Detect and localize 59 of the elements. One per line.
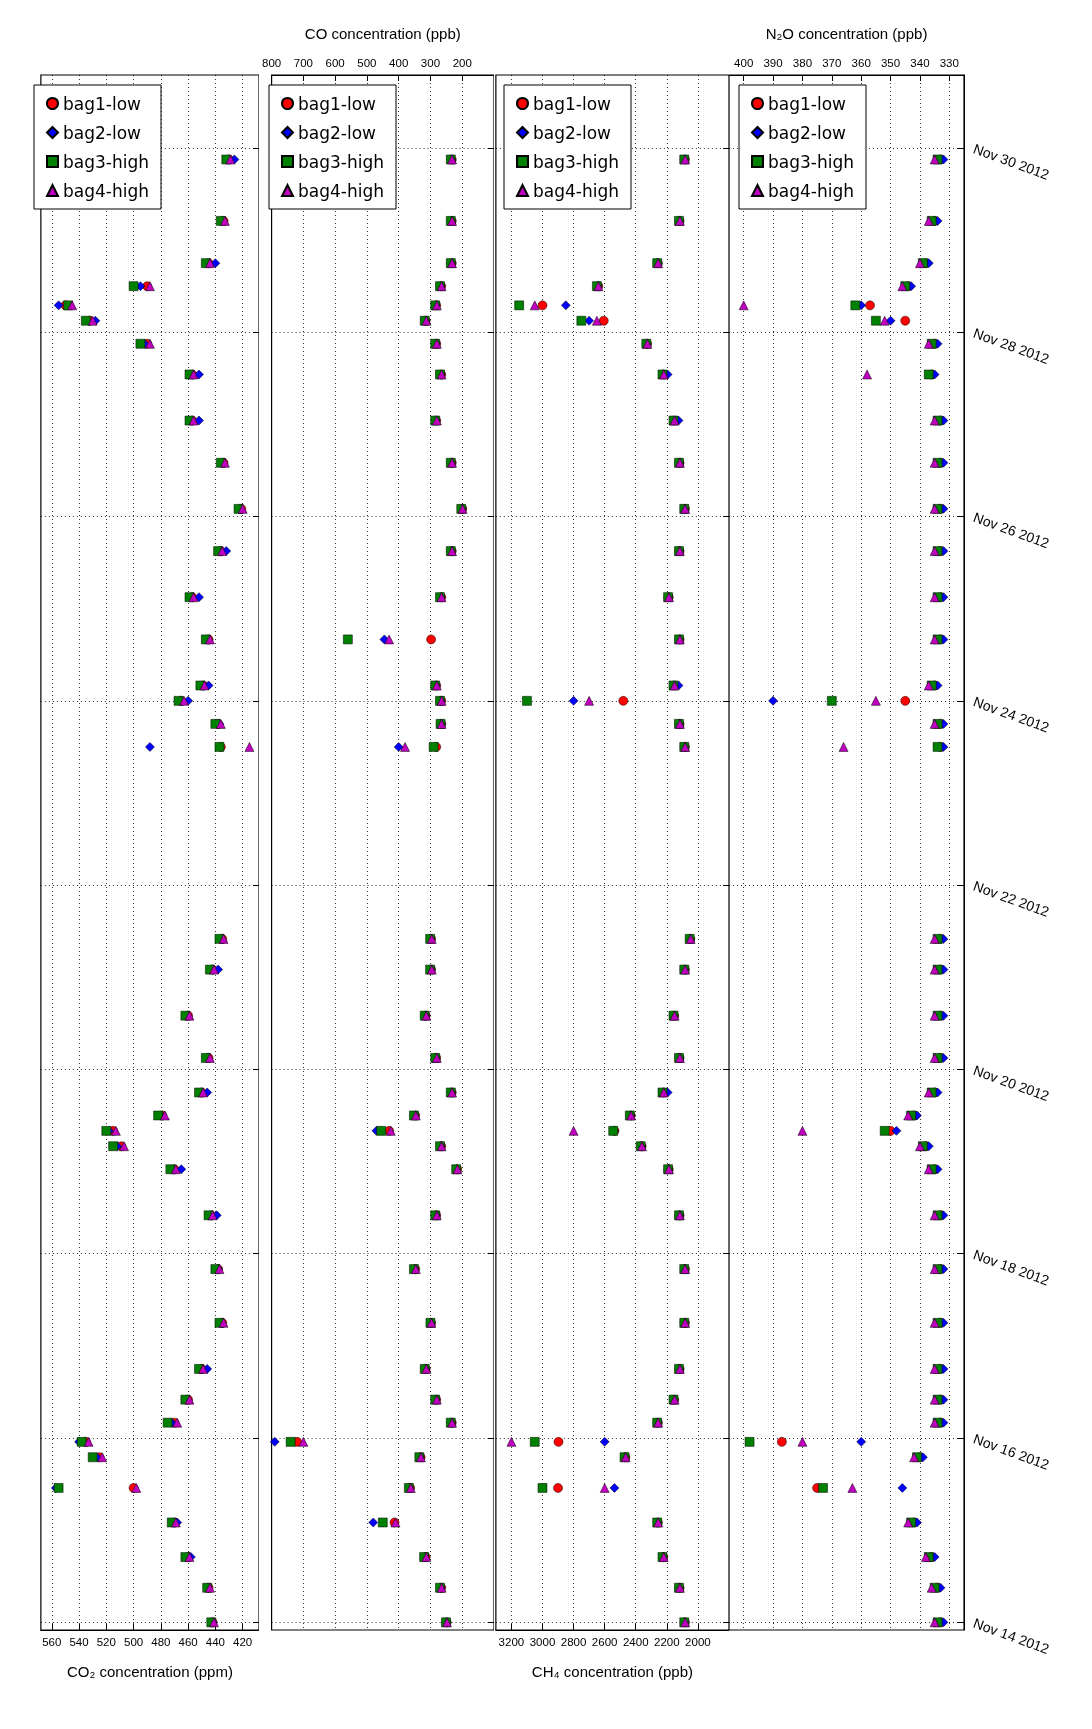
y-tick-label: Nov 22 2012 xyxy=(971,877,1052,920)
x-tick-label: 300 xyxy=(420,57,441,69)
x-tick-label: 3000 xyxy=(529,1636,556,1648)
legend-label: bag2-low xyxy=(298,122,377,143)
x-tick-label: 3200 xyxy=(498,1636,525,1648)
legend-label: bag3-high xyxy=(63,151,150,172)
legend-label: bag1-low xyxy=(533,93,612,114)
x-tick-label: 540 xyxy=(69,1636,89,1648)
y-tick-label: Nov 30 2012 xyxy=(971,140,1052,183)
x-axis-title: CH₄ concentration (ppb) xyxy=(531,1663,694,1680)
x-tick-label: 350 xyxy=(880,57,901,69)
x-tick-label: 600 xyxy=(325,57,345,69)
legend-label: bag3-high xyxy=(298,151,385,172)
x-tick-label: 2800 xyxy=(560,1636,587,1648)
legend-label: bag4-high xyxy=(298,180,385,201)
x-tick-label: 420 xyxy=(233,1636,253,1648)
legend-label: bag3-high xyxy=(768,151,855,172)
x-tick-label: 500 xyxy=(123,1636,144,1648)
x-tick-label: 440 xyxy=(205,1636,225,1648)
x-tick-label: 330 xyxy=(939,57,959,69)
legend-label: bag4-high xyxy=(63,180,150,201)
x-tick-label: 2200 xyxy=(654,1636,680,1648)
x-tick-label: 400 xyxy=(734,57,754,69)
x-tick-label: 2000 xyxy=(685,1636,711,1648)
x-tick-label: 340 xyxy=(910,57,930,69)
x-tick-label: 200 xyxy=(452,57,472,69)
legend-label: bag1-low xyxy=(63,93,142,114)
x-tick-label: 500 xyxy=(357,57,377,69)
x-tick-label: 360 xyxy=(851,57,871,69)
legend-label: bag1-low xyxy=(768,93,847,114)
x-tick-label: 370 xyxy=(822,57,842,69)
legend-label: bag1-low xyxy=(298,93,377,114)
x-tick-label: 480 xyxy=(151,1636,171,1648)
x-tick-label: 520 xyxy=(96,1636,116,1648)
x-tick-label: 800 xyxy=(262,57,282,69)
legend-label: bag2-low xyxy=(768,122,847,143)
legend-label: bag4-high xyxy=(533,180,620,201)
x-tick-label: 560 xyxy=(42,1636,62,1648)
legend-label: bag2-low xyxy=(63,122,142,143)
x-axis-title: N₂O concentration (ppb) xyxy=(765,25,928,42)
y-tick-label: Nov 18 2012 xyxy=(971,1246,1052,1289)
x-tick-label: 700 xyxy=(293,57,313,69)
x-tick-label: 390 xyxy=(763,57,783,69)
x-tick-label: 460 xyxy=(178,1636,198,1648)
x-axis-title: CO concentration (ppb) xyxy=(304,25,461,42)
y-tick-label: Nov 16 2012 xyxy=(971,1430,1052,1473)
x-tick-label: 2400 xyxy=(622,1636,649,1648)
y-tick-label: Nov 24 2012 xyxy=(971,693,1052,736)
y-tick-label: Nov 26 2012 xyxy=(971,509,1052,552)
legend-label: bag2-low xyxy=(533,122,612,143)
x-tick-label: 2600 xyxy=(591,1636,618,1648)
y-tick-label: Nov 28 2012 xyxy=(971,324,1052,367)
x-tick-label: 400 xyxy=(389,57,409,69)
legend-label: bag4-high xyxy=(768,180,855,201)
legend-label: bag3-high xyxy=(533,151,620,172)
x-tick-label: 380 xyxy=(792,57,813,69)
x-axis-title: CO₂ concentration (ppm) xyxy=(66,1663,233,1680)
y-tick-label: Nov 20 2012 xyxy=(971,1061,1052,1105)
y-tick-label: Nov 14 2012 xyxy=(971,1614,1052,1658)
